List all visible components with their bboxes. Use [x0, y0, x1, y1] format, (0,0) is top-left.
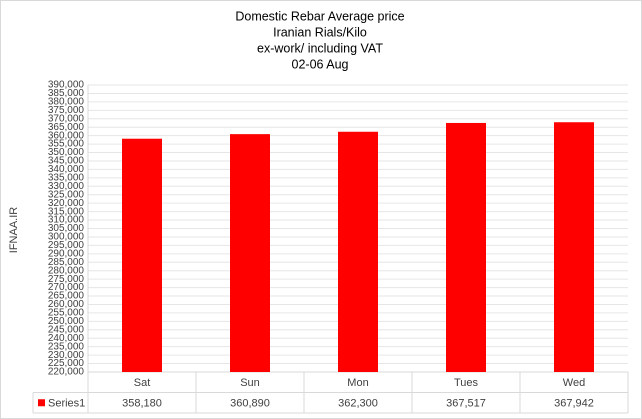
y-tick-label: 380,000	[48, 97, 85, 108]
y-tick-label: 375,000	[48, 105, 85, 116]
y-axis-label: IFNAA.IR	[8, 207, 20, 254]
y-tick-label: 290,000	[48, 248, 85, 259]
y-tick-label: 305,000	[48, 223, 85, 234]
legend-label: Series1	[48, 398, 85, 410]
chart-subtitle: 02-06 Aug	[292, 57, 349, 71]
y-tick-label: 300,000	[48, 232, 85, 243]
y-tick-label: 325,000	[48, 189, 85, 200]
y-tick-label: 235,000	[48, 341, 85, 352]
y-tick-label: 275,000	[48, 274, 85, 285]
y-tick-label: 360,000	[48, 130, 85, 141]
legend-swatch	[38, 399, 45, 407]
y-tick-label: 340,000	[48, 164, 85, 175]
y-tick-label: 285,000	[48, 257, 85, 268]
y-tick-label: 345,000	[48, 156, 85, 167]
y-tick-label: 320,000	[48, 198, 85, 209]
table-value: 367,942	[554, 398, 594, 410]
y-tick-label: 295,000	[48, 240, 85, 251]
y-tick-label: 280,000	[48, 265, 85, 276]
y-tick-label: 335,000	[48, 172, 85, 183]
y-tick-label: 330,000	[48, 181, 85, 192]
x-tick-label: Mon	[347, 377, 368, 389]
y-tick-label: 250,000	[48, 316, 85, 327]
chart-subtitle: Iranian Rials/Kilo	[273, 25, 367, 39]
y-tick-label: 240,000	[48, 333, 85, 344]
y-tick-label: 270,000	[48, 282, 85, 293]
y-tick-label: 350,000	[48, 147, 85, 158]
y-tick-label: 225,000	[48, 358, 85, 369]
chart-subtitle: ex-work/ including VAT	[257, 41, 383, 55]
y-tick-label: 390,000	[48, 80, 85, 91]
y-tick-label: 315,000	[48, 206, 85, 217]
y-tick-label: 370,000	[48, 113, 85, 124]
y-tick-label: 230,000	[48, 350, 85, 361]
table-value: 360,890	[230, 398, 270, 410]
table-value: 358,180	[122, 398, 162, 410]
y-tick-label: 260,000	[48, 299, 85, 310]
bar	[122, 138, 162, 372]
x-tick-label: Tues	[454, 377, 479, 389]
bar	[446, 122, 486, 372]
bar	[554, 122, 594, 372]
y-tick-label: 385,000	[48, 88, 85, 99]
x-tick-label: Wed	[563, 377, 585, 389]
table-value: 367,517	[446, 398, 486, 410]
y-tick-label: 255,000	[48, 308, 85, 319]
y-tick-label: 220,000	[48, 367, 85, 378]
y-tick-label: 365,000	[48, 122, 85, 133]
x-tick-label: Sun	[240, 377, 260, 389]
y-tick-label: 245,000	[48, 324, 85, 335]
y-tick-label: 265,000	[48, 291, 85, 302]
y-tick-label: 355,000	[48, 139, 85, 150]
table-value: 362,300	[338, 398, 378, 410]
x-tick-label: Sat	[134, 377, 151, 389]
bar	[230, 134, 270, 372]
chart-title: Domestic Rebar Average price	[235, 9, 404, 23]
bar	[338, 131, 378, 372]
y-tick-label: 310,000	[48, 215, 85, 226]
